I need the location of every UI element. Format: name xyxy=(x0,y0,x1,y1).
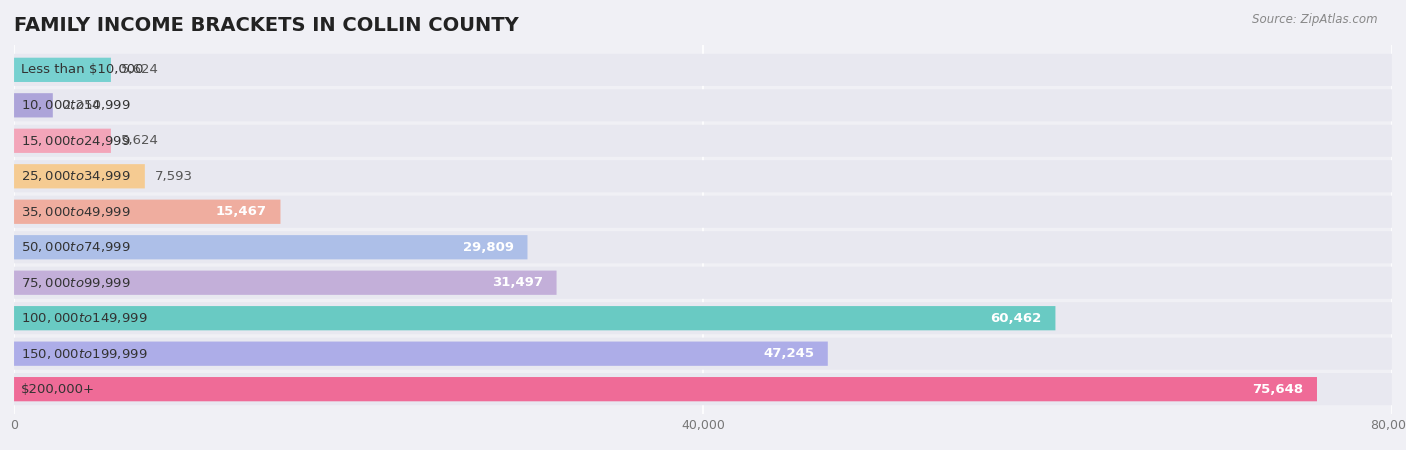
Text: $50,000 to $74,999: $50,000 to $74,999 xyxy=(21,240,131,254)
FancyBboxPatch shape xyxy=(14,164,145,189)
Text: $100,000 to $149,999: $100,000 to $149,999 xyxy=(21,311,148,325)
FancyBboxPatch shape xyxy=(14,93,53,117)
Text: 75,648: 75,648 xyxy=(1253,382,1303,396)
FancyBboxPatch shape xyxy=(14,270,557,295)
Text: 7,593: 7,593 xyxy=(155,170,193,183)
FancyBboxPatch shape xyxy=(14,373,1392,405)
Text: 29,809: 29,809 xyxy=(463,241,513,254)
Text: $10,000 to $14,999: $10,000 to $14,999 xyxy=(21,98,131,112)
Text: 60,462: 60,462 xyxy=(990,312,1042,325)
Text: 47,245: 47,245 xyxy=(763,347,814,360)
Text: $25,000 to $34,999: $25,000 to $34,999 xyxy=(21,169,131,183)
FancyBboxPatch shape xyxy=(14,129,111,153)
FancyBboxPatch shape xyxy=(14,54,1392,86)
FancyBboxPatch shape xyxy=(14,231,1392,263)
FancyBboxPatch shape xyxy=(14,302,1392,334)
FancyBboxPatch shape xyxy=(14,306,1056,330)
Text: Source: ZipAtlas.com: Source: ZipAtlas.com xyxy=(1253,14,1378,27)
FancyBboxPatch shape xyxy=(14,89,1392,122)
Text: $15,000 to $24,999: $15,000 to $24,999 xyxy=(21,134,131,148)
Text: 15,467: 15,467 xyxy=(215,205,267,218)
FancyBboxPatch shape xyxy=(14,125,1392,157)
Text: FAMILY INCOME BRACKETS IN COLLIN COUNTY: FAMILY INCOME BRACKETS IN COLLIN COUNTY xyxy=(14,16,519,35)
Text: $35,000 to $49,999: $35,000 to $49,999 xyxy=(21,205,131,219)
Text: 5,624: 5,624 xyxy=(121,63,159,76)
FancyBboxPatch shape xyxy=(14,160,1392,192)
Text: 31,497: 31,497 xyxy=(492,276,543,289)
FancyBboxPatch shape xyxy=(14,58,111,82)
FancyBboxPatch shape xyxy=(14,196,1392,228)
FancyBboxPatch shape xyxy=(14,338,1392,370)
Text: $150,000 to $199,999: $150,000 to $199,999 xyxy=(21,346,148,361)
Text: 2,250: 2,250 xyxy=(63,99,101,112)
FancyBboxPatch shape xyxy=(14,377,1317,401)
Text: $200,000+: $200,000+ xyxy=(21,382,96,396)
FancyBboxPatch shape xyxy=(14,342,828,366)
Text: $75,000 to $99,999: $75,000 to $99,999 xyxy=(21,276,131,290)
FancyBboxPatch shape xyxy=(14,200,280,224)
Text: Less than $10,000: Less than $10,000 xyxy=(21,63,143,76)
FancyBboxPatch shape xyxy=(14,235,527,259)
Text: 5,624: 5,624 xyxy=(121,134,159,147)
FancyBboxPatch shape xyxy=(14,267,1392,299)
